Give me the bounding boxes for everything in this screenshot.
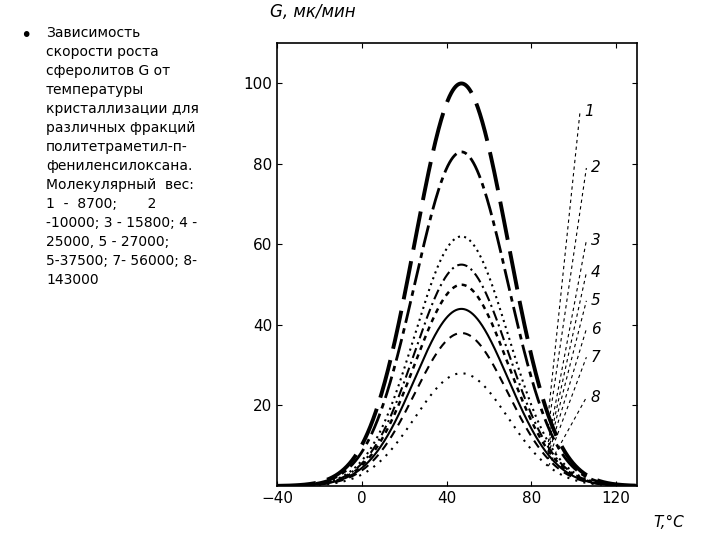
- Text: 5: 5: [590, 293, 600, 308]
- Text: 2: 2: [590, 160, 600, 176]
- Text: 6: 6: [590, 321, 600, 336]
- Text: Зависимость
скорости роста
сферолитов G от
температуры
кристаллизации для
различ: Зависимость скорости роста сферолитов G …: [46, 26, 199, 287]
- Text: G, мк/мин: G, мк/мин: [270, 3, 356, 21]
- Text: 4: 4: [590, 265, 600, 280]
- Text: 8: 8: [590, 390, 600, 405]
- Text: 1: 1: [584, 104, 594, 119]
- Text: 7: 7: [590, 350, 600, 364]
- Text: T,°C: T,°C: [653, 515, 684, 530]
- Text: 3: 3: [590, 233, 600, 248]
- Text: •: •: [20, 26, 32, 45]
